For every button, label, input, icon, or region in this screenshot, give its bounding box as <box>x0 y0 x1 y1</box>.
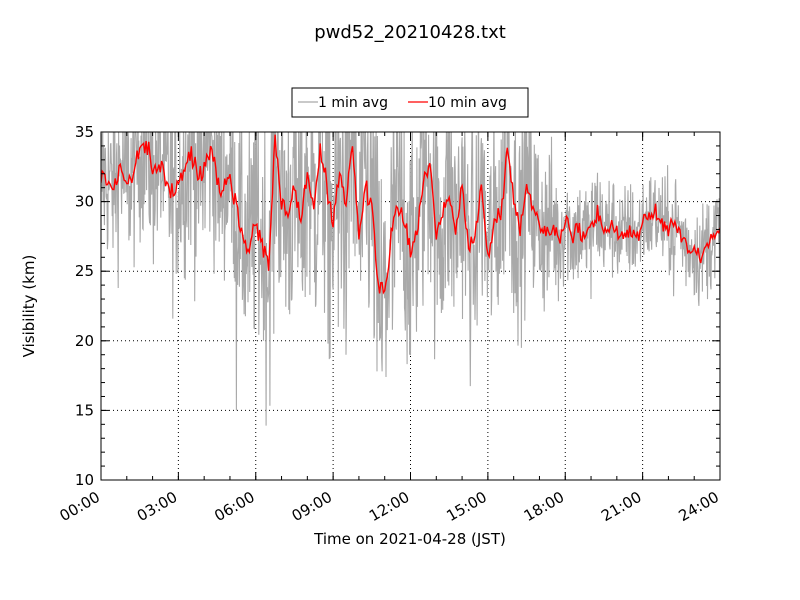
x-tick-label: 24:00 <box>676 488 722 525</box>
y-tick-label: 10 <box>75 471 94 489</box>
line-10min-avg <box>101 134 720 295</box>
y-tick-label: 25 <box>75 262 94 280</box>
y-tick-label: 35 <box>75 123 94 141</box>
x-axis-label: Time on 2021-04-28 (JST) <box>313 530 506 548</box>
x-tick-label: 06:00 <box>211 488 257 525</box>
y-tick-label: 20 <box>75 332 94 350</box>
legend: 1 min avg 10 min avg <box>291 87 529 118</box>
x-tick-label: 21:00 <box>598 488 644 525</box>
y-axis-label: Visibility (km) <box>20 255 38 358</box>
x-tick-label: 00:00 <box>57 488 103 525</box>
x-tick-label: 12:00 <box>366 488 412 525</box>
x-tick-label: 18:00 <box>521 488 567 525</box>
line-1min-avg <box>101 132 720 426</box>
y-tick-label: 30 <box>75 193 94 211</box>
x-tick-label: 03:00 <box>134 488 180 525</box>
series-1min <box>101 132 720 426</box>
legend-label-1min: 1 min avg <box>318 95 388 111</box>
x-tick-label: 09:00 <box>289 488 335 525</box>
legend-label-10min: 10 min avg <box>428 95 507 111</box>
chart-title: pwd52_20210428.txt <box>314 22 506 43</box>
series-10min <box>101 134 720 295</box>
y-tick-label: 15 <box>75 401 94 419</box>
x-tick-label: 15:00 <box>443 488 489 525</box>
